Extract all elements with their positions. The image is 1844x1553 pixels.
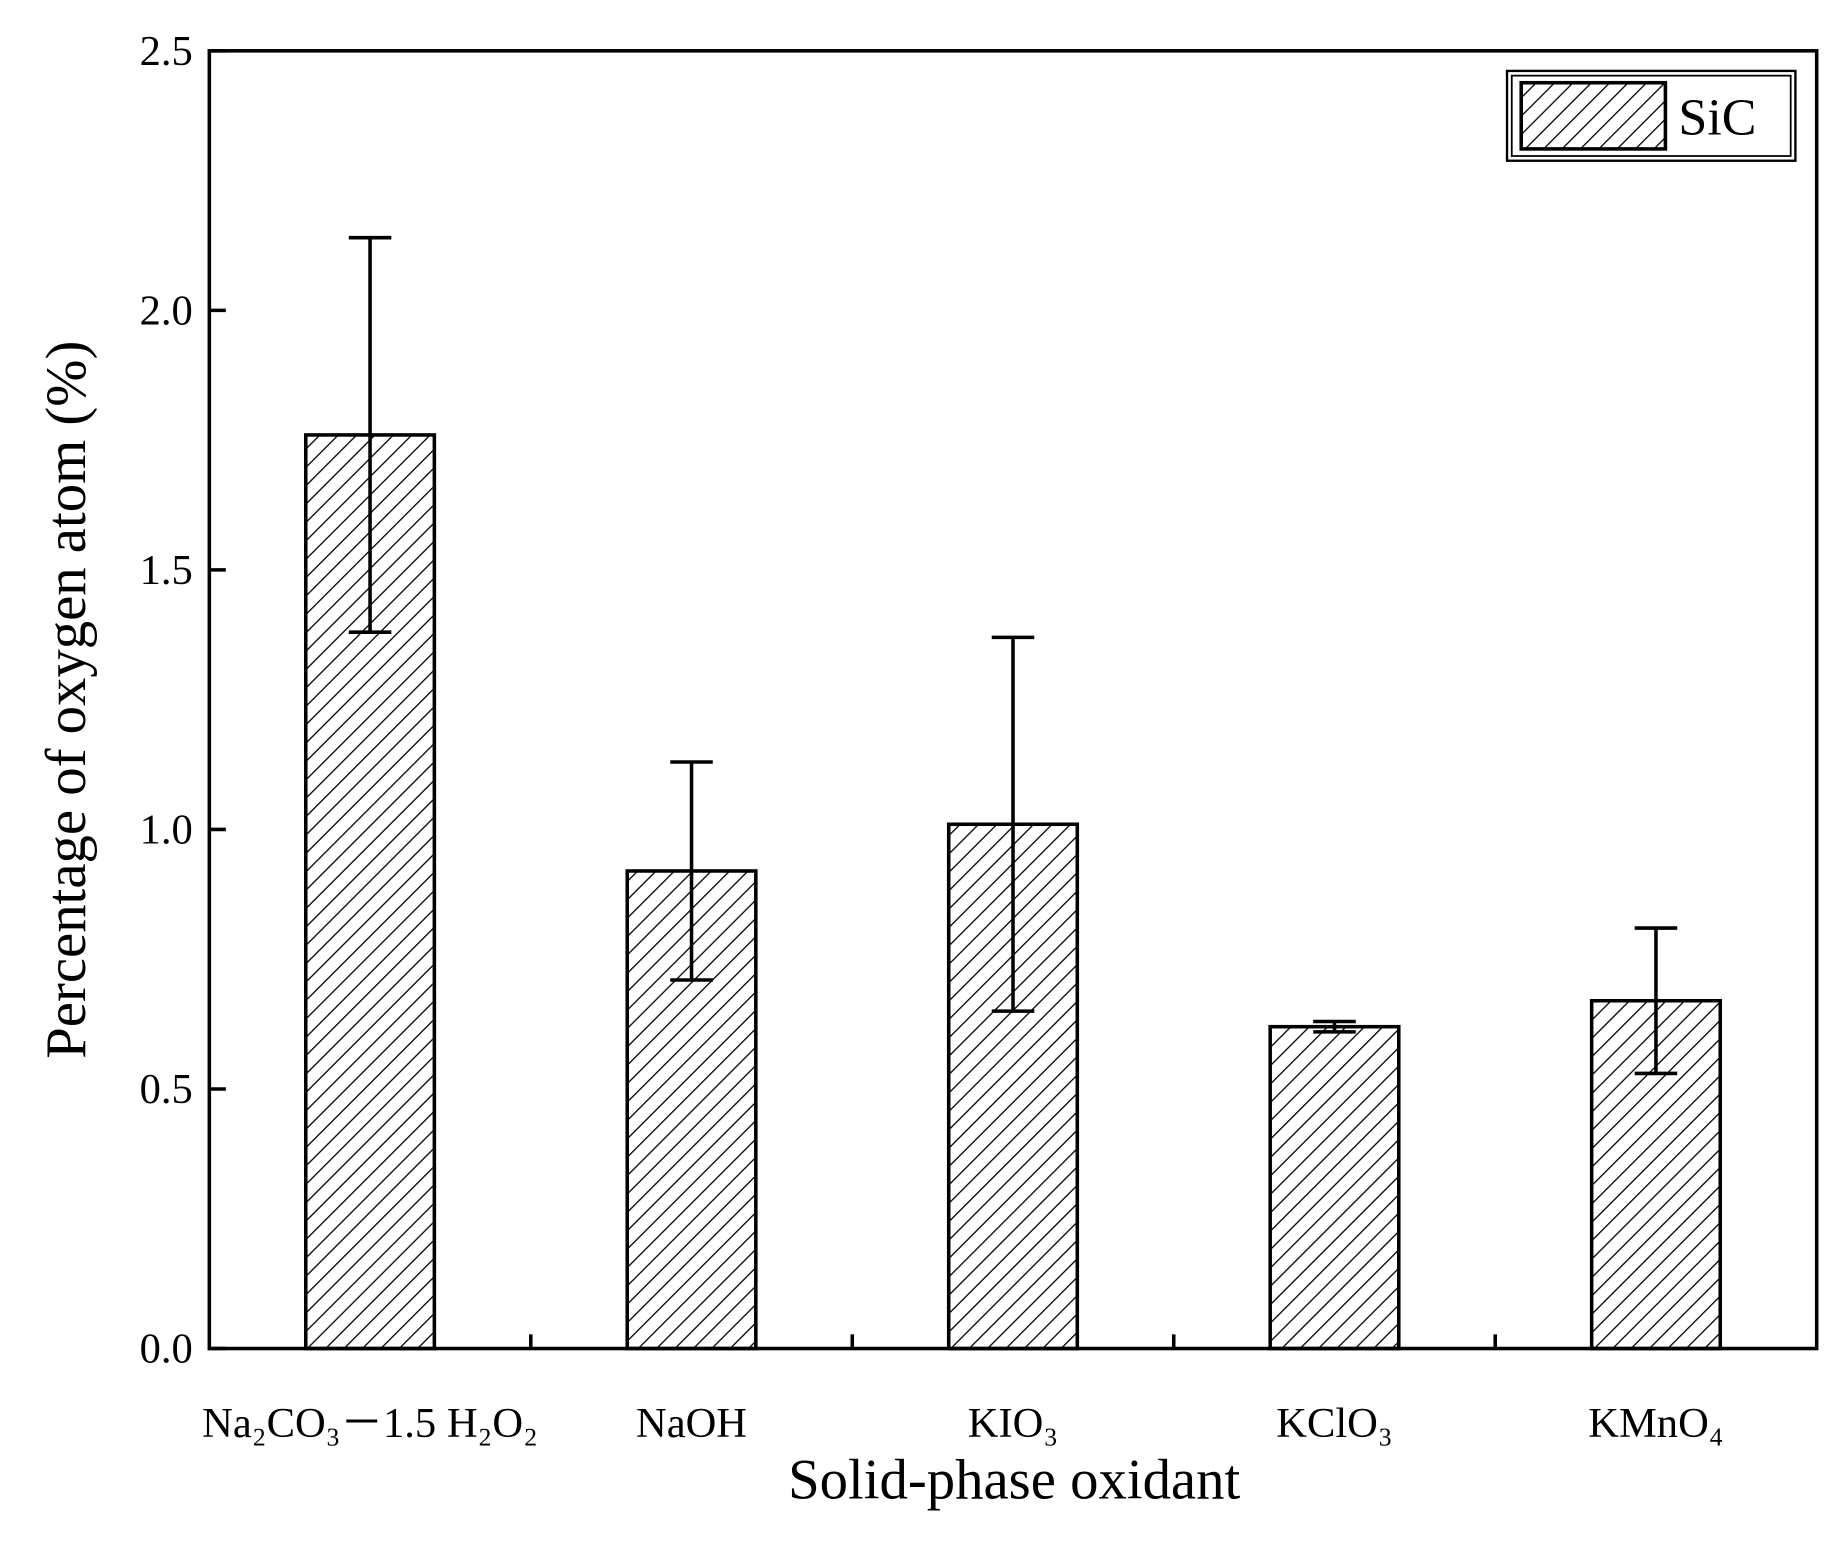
plot-frame [207,49,1819,1351]
legend-swatch [1519,80,1668,151]
y-tick-label: 2.0 [140,288,193,335]
bar [1268,1024,1401,1351]
y-tick-label: 0.0 [140,1326,193,1373]
y-tick-label: 1.0 [140,807,193,854]
legend-label: SiC [1678,90,1756,147]
legend-frame-inner [1510,74,1792,157]
x-tick-label: KMnO₄ [1588,1400,1723,1447]
y-tick-label: 2.5 [140,28,193,75]
x-tick-label: KClO₃ [1276,1400,1392,1447]
x-tick-label: Na₂CO₃－1.5 H₂O₂ [202,1400,538,1447]
y-tick-label: 0.5 [140,1066,193,1113]
y-tick-label: 1.5 [140,547,193,594]
x-axis-title: Solid-phase oxidant [788,1449,1240,1512]
x-tick-label: NaOH [636,1400,747,1447]
y-axis-title: Percentage of oxygen atom (%) [35,341,98,1059]
x-tick-label: KIO₃ [968,1400,1058,1447]
